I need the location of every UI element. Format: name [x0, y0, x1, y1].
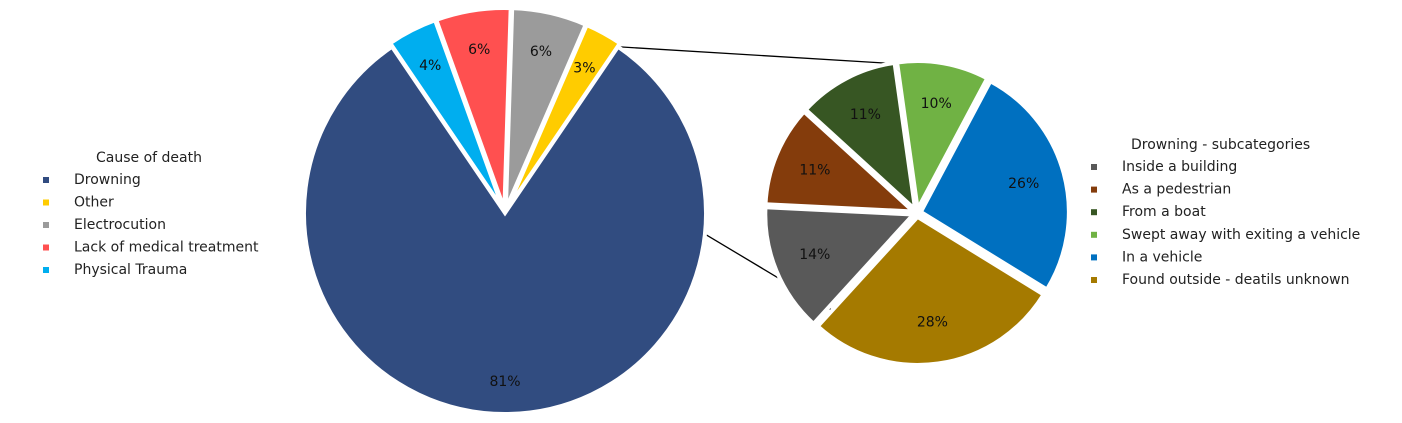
sub-legend-label-as-a-pedestrian: As a pedestrian — [1122, 182, 1231, 198]
main-legend-swatch-other — [43, 199, 49, 206]
sub-slice-label-swept-away-with-exiting-a-vehicle: 10% — [921, 96, 952, 112]
connector-line-top — [617, 46, 918, 66]
sub-legend-swatch-from-a-boat — [1091, 209, 1097, 216]
sub-slice-as-a-pedestrian — [763, 108, 919, 214]
main-legend-label-electrocution: Electrocution — [74, 217, 166, 233]
sub-legend-swatch-in-a-vehicle — [1091, 254, 1097, 261]
sub-slice-label-inside-a-building: 14% — [799, 247, 830, 263]
sub-slice-inside-a-building — [763, 205, 918, 327]
main-slice-label-electrocution: 6% — [530, 44, 552, 60]
main-legend-swatch-drowning — [43, 177, 49, 183]
main-slice-label-drowning: 81% — [489, 374, 520, 390]
sub-slice-label-as-a-pedestrian: 11% — [799, 163, 830, 179]
sub-legend-title: Drowning - subcategories — [1131, 137, 1310, 153]
main-legend: Cause of death Drowning Other Electrocutio… — [43, 150, 259, 278]
main-legend-label-drowning: Drowning — [74, 172, 141, 188]
main-legend-label-physical-trauma: Physical Trauma — [74, 262, 187, 278]
main-slice-label-lack-of-medical-treatment: 6% — [468, 42, 490, 58]
sub-slice-in-a-vehicle — [918, 78, 1071, 293]
main-pie: 81% 4% 6% 6% 3% — [302, 6, 708, 416]
sub-legend-label-from-a-boat: From a boat — [1122, 204, 1206, 220]
sub-legend: Drowning - subcategories Inside a buildi… — [1091, 137, 1360, 288]
sub-legend-label-in-a-vehicle: In a vehicle — [1122, 249, 1202, 265]
main-legend-title: Cause of death — [96, 150, 202, 166]
sub-legend-swatch-swept-away-with-exiting-a-vehicle — [1091, 231, 1097, 238]
sub-legend-swatch-found-outside-deatils-unknown — [1091, 277, 1097, 283]
sub-slice-found-outside-deatils-unknown — [814, 214, 1047, 367]
sub-legend-swatch-inside-a-building — [1091, 164, 1097, 170]
main-legend-swatch-lack-of-medical-treatment — [43, 244, 49, 251]
main-legend-swatch-physical-trauma — [43, 267, 49, 273]
sub-pie: 10% 26% 28% 14% 11% 11% — [763, 59, 1071, 367]
sub-slice-swept-away-with-exiting-a-vehicle — [894, 59, 990, 216]
sub-legend-label-inside-a-building: Inside a building — [1122, 159, 1237, 175]
main-legend-label-lack-of-medical-treatment: Lack of medical treatment — [74, 240, 259, 256]
sub-slice-label-found-outside-deatils-unknown: 28% — [917, 314, 948, 330]
sub-slice-from-a-boat — [803, 60, 918, 215]
sub-legend-label-found-outside-deatils-unknown: Found outside - deatils unknown — [1122, 272, 1349, 288]
main-slice-other — [505, 22, 623, 211]
sub-slice-label-in-a-vehicle: 26% — [1008, 176, 1039, 192]
main-slice-label-physical-trauma: 4% — [419, 58, 441, 74]
main-legend-label-other: Other — [74, 195, 114, 211]
main-slice-label-other: 3% — [573, 61, 595, 77]
main-slice-drowning — [302, 43, 708, 416]
sub-legend-swatch-as-a-pedestrian — [1091, 186, 1097, 193]
main-legend-swatch-electrocution — [43, 222, 49, 228]
sub-legend-label-swept-away-with-exiting-a-vehicle: Swept away with exiting a vehicle — [1122, 227, 1360, 243]
sub-slice-label-from-a-boat: 11% — [850, 107, 881, 123]
